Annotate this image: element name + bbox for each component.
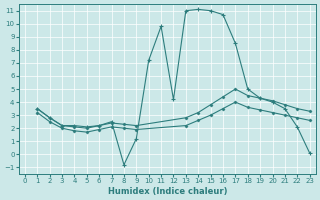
X-axis label: Humidex (Indice chaleur): Humidex (Indice chaleur) bbox=[108, 187, 227, 196]
